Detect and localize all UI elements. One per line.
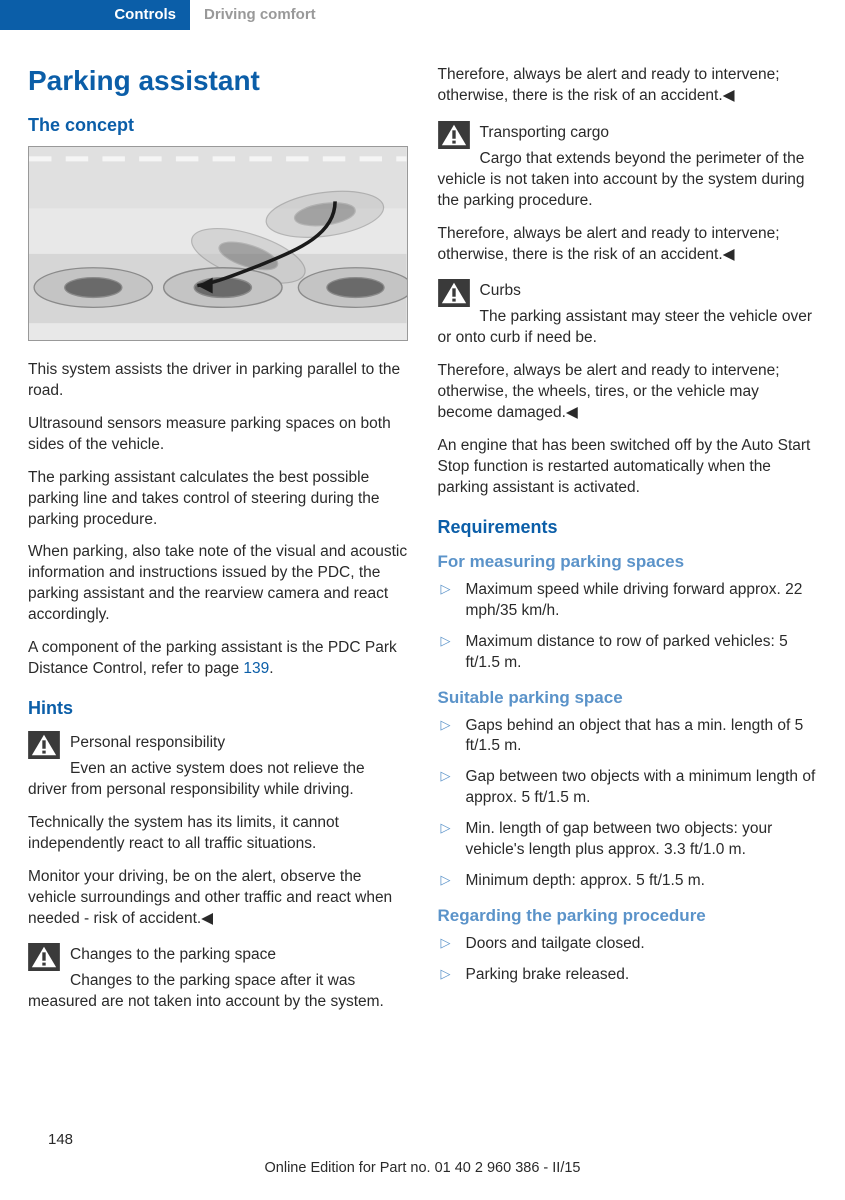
warning-curbs: Curbs (438, 277, 818, 307)
concept-p5-prefix: A component of the parking assistant is … (28, 639, 397, 677)
warning-title: Curbs (480, 277, 521, 302)
concept-p5-suffix: . (269, 660, 273, 677)
concept-p2: Ultrasound sensors measure parking space… (28, 414, 408, 456)
concept-illustration (28, 146, 408, 341)
page-title: Parking assistant (28, 65, 408, 97)
warning-body: The parking assistant may steer the vehi… (438, 307, 818, 349)
warning-icon (28, 943, 60, 971)
subsection-measuring-title: For measuring parking spaces (438, 552, 818, 572)
warning-body: Cargo that extends beyond the perimeter … (438, 149, 818, 212)
requirements-list-suitable: Gaps behind an object that has a min. le… (438, 716, 818, 892)
tab-driving-comfort: Driving comfort (190, 0, 330, 30)
concept-p4: When parking, also take note of the visu… (28, 542, 408, 626)
tab-controls: Controls (0, 0, 190, 30)
warning-body: Changes to the parking space after it wa… (28, 971, 408, 1013)
subsection-procedure-title: Regarding the parking procedure (438, 906, 818, 926)
list-item: Parking brake released. (438, 965, 818, 986)
list-item: Min. length of gap between two objects: … (438, 819, 818, 861)
page-link-139[interactable]: 139 (243, 660, 269, 677)
left-column: Parking assistant The concept (28, 65, 408, 1025)
requirements-list-measuring: Maximum speed while driving forward ap­p… (438, 580, 818, 674)
warning-title: Transporting cargo (480, 119, 610, 144)
warning-changes-parking-space: Changes to the parking space (28, 941, 408, 971)
list-item: Gap between two objects with a minimum l… (438, 767, 818, 809)
section-requirements-title: Requirements (438, 517, 818, 538)
header-tabs: Controls Driving comfort (0, 0, 845, 30)
right-p1: Therefore, always be alert and ready to … (438, 65, 818, 107)
requirements-list-procedure: Doors and tailgate closed. Parking brake… (438, 934, 818, 986)
warning-body: Even an active system does not relieve t… (28, 759, 408, 801)
hints-p1: Technically the system has its limits, i… (28, 813, 408, 855)
section-concept-title: The concept (28, 115, 408, 136)
warning-icon (438, 279, 470, 307)
content: Parking assistant The concept (0, 30, 845, 1025)
right-column: Therefore, always be alert and ready to … (438, 65, 818, 1025)
concept-p1: This system assists the driver in parkin… (28, 360, 408, 402)
footer-edition: Online Edition for Part no. 01 40 2 960 … (0, 1160, 845, 1176)
warning-icon (28, 731, 60, 759)
right-p4: An engine that has been switched off by … (438, 436, 818, 499)
warning-transporting-cargo: Transporting cargo (438, 119, 818, 149)
warning-title: Changes to the parking space (70, 941, 276, 966)
list-item: Minimum depth: approx. 5 ft/1.5 m. (438, 871, 818, 892)
subsection-suitable-space-title: Suitable parking space (438, 688, 818, 708)
list-item: Maximum speed while driving forward ap­p… (438, 580, 818, 622)
warning-title: Personal responsibility (70, 729, 225, 754)
hints-p2: Monitor your driving, be on the alert, o… (28, 867, 408, 930)
concept-p3: The parking assistant calculates the bes… (28, 468, 408, 531)
concept-p5: A component of the parking assistant is … (28, 638, 408, 680)
right-p3: Therefore, always be alert and ready to … (438, 361, 818, 424)
list-item: Doors and tailgate closed. (438, 934, 818, 955)
warning-icon (438, 121, 470, 149)
right-p2: Therefore, always be alert and ready to … (438, 224, 818, 266)
section-hints-title: Hints (28, 698, 408, 719)
list-item: Gaps behind an object that has a min. le… (438, 716, 818, 758)
page-number: 148 (48, 1131, 73, 1148)
warning-personal-responsibility: Personal responsibility (28, 729, 408, 759)
list-item: Maximum distance to row of parked vehi­c… (438, 632, 818, 674)
